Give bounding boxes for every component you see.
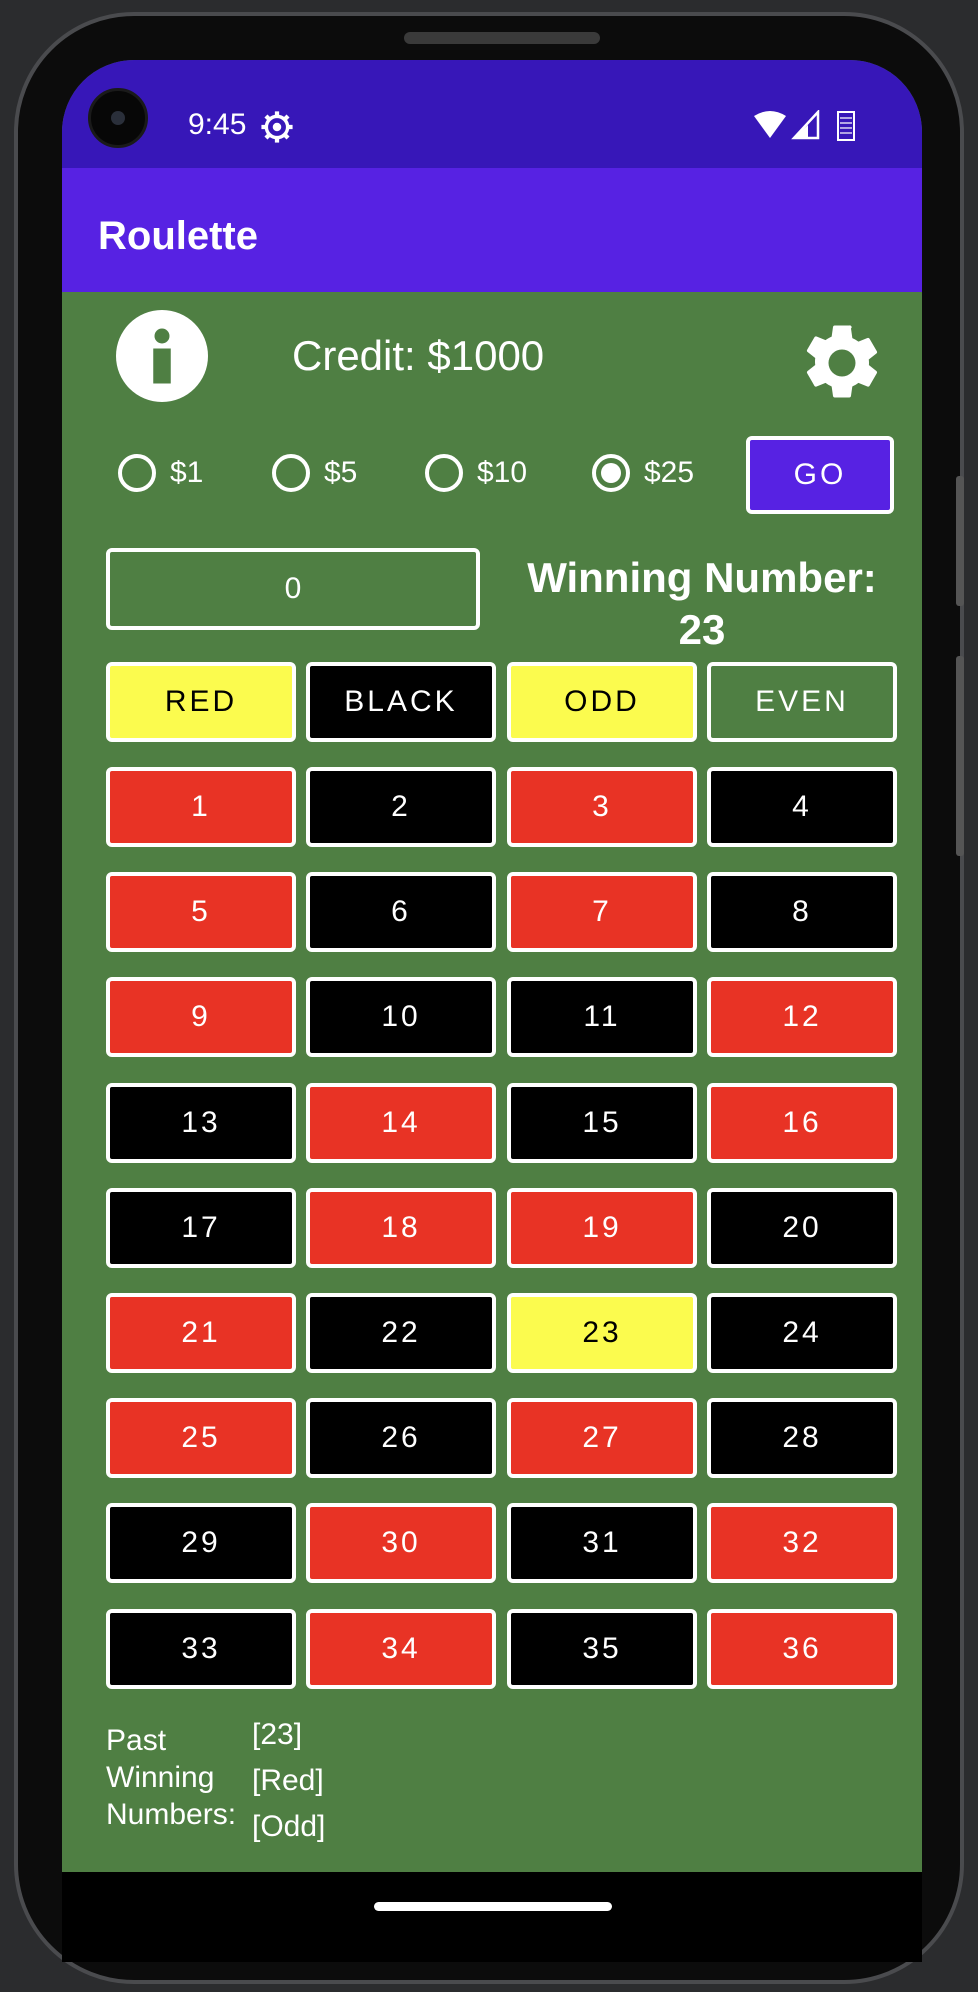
radio-label: $1	[170, 456, 204, 489]
wifi-icon	[754, 111, 786, 138]
number-24-button[interactable]: 24	[707, 1293, 897, 1373]
home-gesture-handle[interactable]	[374, 1902, 612, 1911]
radio-circle	[118, 454, 156, 492]
number-14-button[interactable]: 14	[306, 1082, 496, 1163]
credit-display: Credit: $1000	[292, 332, 545, 379]
number-34-button[interactable]: 34	[306, 1608, 496, 1689]
bet-even-button[interactable]: EVEN	[707, 662, 897, 742]
number-2-button[interactable]: 2	[306, 767, 496, 847]
status-bar: 9:45	[62, 60, 922, 168]
bet-radio-10[interactable]: $10	[425, 448, 527, 498]
system-status-icons	[754, 110, 855, 141]
number-11-button[interactable]: 11	[507, 977, 697, 1058]
number-36-button[interactable]: 36	[707, 1608, 897, 1689]
volume-button	[956, 476, 964, 606]
settings-gear-icon[interactable]	[797, 318, 887, 408]
bet-radio-1[interactable]: $1	[118, 448, 203, 498]
winning-number-value: 23	[678, 606, 726, 653]
number-20-button[interactable]: 20	[707, 1187, 897, 1268]
front-camera	[88, 88, 148, 148]
number-25-button[interactable]: 25	[106, 1398, 296, 1479]
number-13-button[interactable]: 13	[106, 1082, 296, 1163]
bet-amount-display: 0	[106, 548, 480, 630]
number-33-button[interactable]: 33	[106, 1608, 296, 1689]
number-15-button[interactable]: 15	[507, 1082, 697, 1163]
bet-black-button[interactable]: BLACK	[306, 662, 496, 742]
radio-label: $10	[477, 456, 528, 489]
radio-circle	[425, 454, 463, 492]
number-23-button[interactable]: 23	[507, 1293, 697, 1373]
number-17-button[interactable]: 17	[106, 1187, 296, 1268]
past-winning-values: [23] [Red] [Odd]	[252, 1712, 325, 1850]
number-18-button[interactable]: 18	[306, 1187, 496, 1268]
past-label-line: Past	[106, 1724, 167, 1757]
past-label-line: Numbers:	[106, 1798, 237, 1831]
bet-radio-25[interactable]: $25	[592, 448, 694, 498]
past-label-line: Winning	[106, 1761, 215, 1794]
speaker-grille	[404, 32, 600, 44]
number-30-button[interactable]: 30	[306, 1503, 496, 1584]
settings-status-icon	[261, 111, 293, 143]
info-icon	[153, 328, 171, 384]
number-8-button[interactable]: 8	[707, 872, 897, 953]
number-16-button[interactable]: 16	[707, 1082, 897, 1163]
past-value: [Red]	[252, 1764, 324, 1797]
winning-number-display: Winning Number: 23	[502, 552, 902, 656]
radio-circle	[592, 454, 630, 492]
number-3-button[interactable]: 3	[507, 767, 697, 847]
bet-amount-radio-group: $1 $5 $10 $25	[118, 448, 738, 498]
number-9-button[interactable]: 9	[106, 977, 296, 1058]
app-screen: 9:45 Roulette Credit: $1000	[62, 60, 922, 1872]
number-31-button[interactable]: 31	[507, 1503, 697, 1584]
battery-icon	[837, 111, 855, 141]
number-28-button[interactable]: 28	[707, 1398, 897, 1479]
number-29-button[interactable]: 29	[106, 1503, 296, 1584]
info-button[interactable]	[116, 310, 208, 402]
number-1-button[interactable]: 1	[106, 767, 296, 847]
bet-red-button[interactable]: RED	[106, 662, 296, 742]
radio-label: $5	[324, 456, 358, 489]
radio-label: $25	[644, 456, 695, 489]
app-title: Roulette	[98, 214, 258, 258]
number-12-button[interactable]: 12	[707, 977, 897, 1058]
winning-number-label: Winning Number:	[527, 554, 877, 601]
bet-odd-button[interactable]: ODD	[507, 662, 697, 742]
number-19-button[interactable]: 19	[507, 1187, 697, 1268]
go-button[interactable]: GO	[746, 436, 894, 514]
past-winning-label: Past Winning Numbers:	[106, 1722, 236, 1833]
bet-radio-5[interactable]: $5	[272, 448, 357, 498]
past-value: [Odd]	[252, 1810, 326, 1843]
number-7-button[interactable]: 7	[507, 872, 697, 953]
navigation-bar	[62, 1872, 922, 1962]
power-button	[956, 656, 964, 856]
radio-circle	[272, 454, 310, 492]
number-35-button[interactable]: 35	[507, 1608, 697, 1689]
number-32-button[interactable]: 32	[707, 1503, 897, 1584]
status-time: 9:45	[188, 108, 247, 141]
number-27-button[interactable]: 27	[507, 1398, 697, 1479]
number-5-button[interactable]: 5	[106, 872, 296, 953]
number-21-button[interactable]: 21	[106, 1293, 296, 1373]
number-4-button[interactable]: 4	[707, 767, 897, 847]
number-6-button[interactable]: 6	[306, 872, 496, 953]
app-bar: Roulette	[62, 168, 922, 292]
number-10-button[interactable]: 10	[306, 977, 496, 1058]
past-value: [23]	[252, 1718, 303, 1751]
number-22-button[interactable]: 22	[306, 1293, 496, 1373]
number-26-button[interactable]: 26	[306, 1398, 496, 1479]
